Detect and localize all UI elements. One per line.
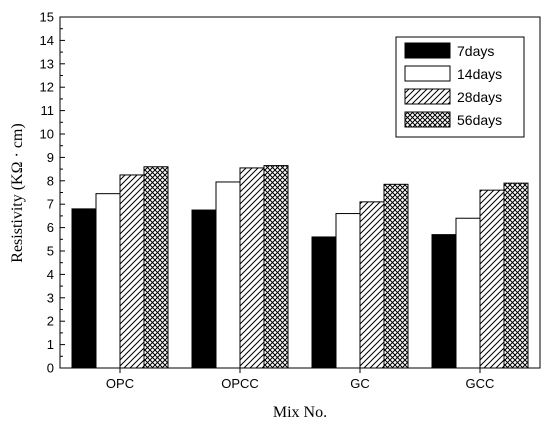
bar-14days-GCC <box>455 217 481 369</box>
bar-28days-OPCC <box>239 167 265 369</box>
legend-label-7days: 7days <box>457 43 494 59</box>
bar-14days-GC <box>335 213 361 369</box>
y-tick-label: 11 <box>41 103 55 118</box>
legend-label-14days: 14days <box>457 66 502 82</box>
plot-frame <box>59 16 541 369</box>
x-axis-title: Mix No. <box>273 404 327 421</box>
x-tick-label: OPC <box>106 376 134 391</box>
bar-56days-OPC <box>143 166 169 369</box>
legend-label-28days: 28days <box>457 89 502 105</box>
y-tick-label: 2 <box>47 314 54 329</box>
y-tick-label: 4 <box>47 267 54 282</box>
bar-7days-OPCC <box>191 209 217 369</box>
bar-56days-OPCC <box>263 165 289 369</box>
bar-7days-GC <box>311 236 337 369</box>
y-tick-label: 6 <box>47 220 54 235</box>
legend-label-56days: 56days <box>457 112 502 128</box>
x-tick-label: OPCC <box>221 376 259 391</box>
bar-56days-GCC <box>503 182 529 369</box>
y-tick-label: 5 <box>47 244 54 259</box>
legend-swatch-14days <box>404 65 451 82</box>
legend-swatch-7days <box>404 42 451 59</box>
y-tick-label: 12 <box>40 80 54 95</box>
y-tick-label: 10 <box>40 127 54 142</box>
y-tick-label: 14 <box>40 33 54 48</box>
bar-28days-OPC <box>119 174 145 369</box>
x-tick-label: GCC <box>466 376 495 391</box>
bar-28days-GCC <box>479 189 505 369</box>
y-tick-label: 1 <box>47 337 54 352</box>
legend: 7days 14days 28days 56days <box>395 36 525 138</box>
bars-group <box>71 165 529 369</box>
y-tick-label: 13 <box>40 56 54 71</box>
y-axis-title: Resistivity (KΩ · cm) <box>9 123 26 262</box>
y-tick-label: 8 <box>47 173 54 188</box>
bar-7days-OPC <box>71 208 97 369</box>
bar-28days-GC <box>359 201 385 369</box>
legend-swatch-56days <box>404 111 451 128</box>
y-tick-label: 7 <box>47 197 54 212</box>
y-tick-label: 15 <box>40 10 54 25</box>
y-tick-label: 3 <box>47 290 54 305</box>
x-tick-label: GC <box>350 376 370 391</box>
y-tick-label: 0 <box>47 361 54 376</box>
bar-7days-GCC <box>431 234 457 369</box>
x-axis: OPC OPCC GC GCC <box>106 368 495 391</box>
bar-14days-OPC <box>95 193 121 369</box>
y-tick-label: 9 <box>47 150 54 165</box>
legend-swatch-28days <box>404 88 451 105</box>
bar-56days-GC <box>383 183 409 369</box>
bar-14days-OPCC <box>215 181 241 369</box>
